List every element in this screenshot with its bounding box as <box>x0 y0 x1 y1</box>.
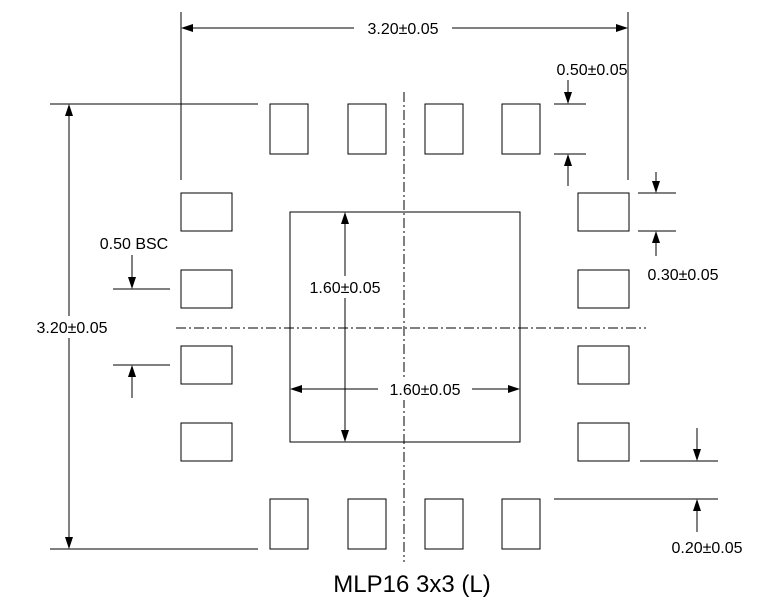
bottom-pad <box>347 498 387 550</box>
pad-width-dimension: 0.50±0.05 <box>554 62 628 186</box>
bottom-pad <box>269 498 309 550</box>
package-caption: MLP16 3x3 (L) <box>333 571 490 598</box>
right-pad <box>577 192 630 232</box>
top-pad <box>424 103 464 155</box>
left-pad <box>180 422 233 462</box>
thermal-pad-height-label: 1.60±0.05 <box>309 280 380 297</box>
thermal-pad-height-dimension: 1.60±0.05 <box>298 212 392 442</box>
overall-width-dimension: 3.20±0.05 <box>181 18 628 38</box>
pitch-label: 0.50 BSC <box>100 236 168 253</box>
overall-height-label: 3.20±0.05 <box>36 320 107 337</box>
bottom-pad <box>424 498 464 550</box>
thermal-pad-width-dimension: 1.60±0.05 <box>290 378 520 400</box>
pad-width-label: 0.50±0.05 <box>556 62 627 79</box>
overall-height-dimension: 3.20±0.05 <box>26 104 118 549</box>
pad-height-dimension: 0.30±0.05 <box>638 172 719 284</box>
overall-width-label: 3.20±0.05 <box>367 21 438 38</box>
pitch-dimension: 0.50 BSC <box>100 236 170 398</box>
left-pad <box>180 345 233 385</box>
right-pad <box>577 269 630 309</box>
left-pad <box>180 192 233 232</box>
pad-gap-label: 0.20±0.05 <box>671 540 742 557</box>
top-pad <box>347 103 387 155</box>
left-pad <box>180 269 233 309</box>
right-pad <box>577 345 630 385</box>
pad-height-label: 0.30±0.05 <box>647 267 718 284</box>
top-pad <box>269 103 309 155</box>
thermal-pad-width-label: 1.60±0.05 <box>389 382 460 399</box>
bottom-pad <box>501 498 541 550</box>
right-pad <box>577 422 630 462</box>
pad-gap-dimension: 0.20±0.05 <box>554 428 743 557</box>
top-pad <box>501 103 541 155</box>
thermal-pad <box>289 211 521 443</box>
